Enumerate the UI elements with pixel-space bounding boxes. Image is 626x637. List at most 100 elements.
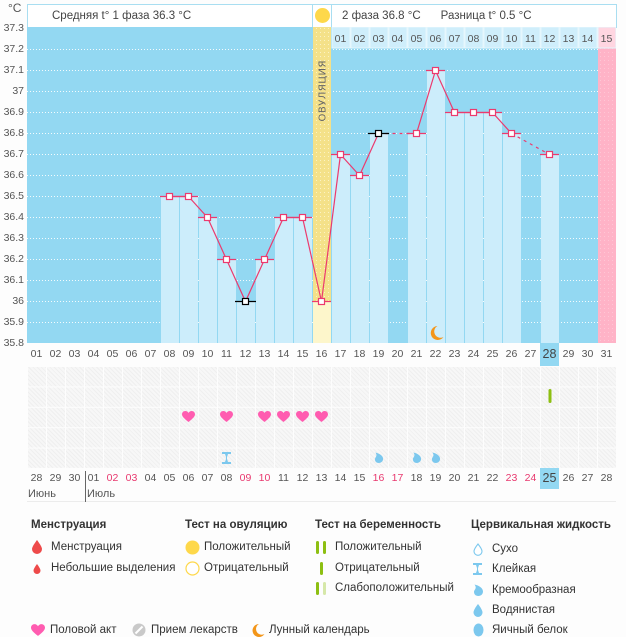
x-tick-label[interactable]: 09 <box>182 348 195 360</box>
x-tick-label[interactable]: 12 <box>239 348 252 360</box>
x-tick-label[interactable]: 15 <box>296 348 309 360</box>
x-tick-label[interactable]: 27 <box>524 348 537 360</box>
x-tick-label[interactable]: 21 <box>410 348 423 360</box>
temperature-bar <box>427 70 445 343</box>
calendar-date[interactable]: 14 <box>334 472 347 484</box>
temperature-chart[interactable]: 01 02 03 04 05 06 07 08 09 10 11 12 13 14 15 ОВУЛЯЦИЯ <box>27 27 616 343</box>
calendar-date[interactable]: 05 <box>163 472 176 484</box>
calendar-date[interactable]: 28 <box>30 472 43 484</box>
x-tick-label[interactable]: 18 <box>353 348 366 360</box>
creamy-drop-icon[interactable] <box>426 448 445 468</box>
legend-label: Сухо <box>492 543 519 555</box>
ovulation-header-cell[interactable] <box>312 4 332 28</box>
next-cycle-column <box>598 27 616 343</box>
calendar-date-today[interactable]: 25 <box>540 468 559 489</box>
calendar-date[interactable]: 02 <box>106 472 119 484</box>
phase2-day-cell <box>597 27 616 49</box>
calendar-date[interactable]: 04 <box>144 472 157 484</box>
x-tick-label[interactable]: 30 <box>581 348 594 360</box>
calendar-date[interactable]: 28 <box>600 472 613 484</box>
temperature-point <box>412 129 421 138</box>
calendar-date[interactable]: 11 <box>278 472 289 484</box>
x-tick-label[interactable]: 11 <box>221 348 232 360</box>
calendar-date[interactable]: 24 <box>524 472 537 484</box>
calendar-date[interactable]: 29 <box>49 472 62 484</box>
calendar-date[interactable]: 12 <box>296 472 309 484</box>
symptom-grid[interactable] <box>27 366 616 468</box>
legend-ovulation-test-title: Тест на овуляцию <box>185 519 288 531</box>
x-tick-label[interactable]: 01 <box>30 348 43 360</box>
x-tick-label[interactable]: 08 <box>163 348 176 360</box>
x-tick-label[interactable]: 06 <box>125 348 138 360</box>
calendar-date[interactable]: 20 <box>448 472 461 484</box>
calendar-date[interactable]: 17 <box>391 472 404 484</box>
sticky-hourglass-icon[interactable] <box>217 448 236 468</box>
pill-icon <box>132 622 151 637</box>
calendar-date[interactable]: 03 <box>125 472 138 484</box>
calendar-date[interactable]: 06 <box>182 472 195 484</box>
calendar-date[interactable]: 18 <box>410 472 423 484</box>
temperature-point <box>279 213 288 222</box>
legend-label: Отрицательный <box>204 562 289 574</box>
x-tick-label[interactable]: 10 <box>201 348 214 360</box>
heart-icon[interactable] <box>274 407 293 427</box>
temperature-bar <box>332 154 350 343</box>
calendar-date[interactable]: 01 <box>87 472 100 484</box>
x-tick-label[interactable]: 23 <box>448 348 461 360</box>
temperature-bar <box>256 259 274 343</box>
x-tick-label[interactable]: 20 <box>391 348 404 360</box>
temperature-point <box>222 255 231 264</box>
x-tick-label[interactable]: 19 <box>372 348 385 360</box>
x-tick-label[interactable]: 05 <box>106 348 119 360</box>
calendar-date[interactable]: 15 <box>353 472 366 484</box>
y-tick-label: 37.3 <box>3 22 24 34</box>
x-tick-label[interactable]: 02 <box>49 348 62 360</box>
x-tick-label[interactable]: 31 <box>600 348 613 360</box>
calendar-date[interactable]: 07 <box>201 472 214 484</box>
calendar-date[interactable]: 22 <box>486 472 499 484</box>
creamy-drop-icon[interactable] <box>369 448 388 468</box>
x-tick-label[interactable]: 03 <box>68 348 81 360</box>
x-tick-label[interactable]: 16 <box>315 348 328 360</box>
legend-cervical-fluid-title: Цервикальная жидкость <box>471 519 611 531</box>
heart-icon[interactable] <box>312 407 331 427</box>
x-tick-label-today[interactable]: 28 <box>540 343 559 366</box>
pregnancy-negative-icon[interactable] <box>540 386 559 406</box>
calendar-date[interactable]: 09 <box>239 472 252 484</box>
legend-item-spotting: Небольшие выделения <box>32 560 175 576</box>
ovulation-bar <box>313 301 331 343</box>
heart-icon[interactable] <box>255 407 274 427</box>
calendar-date[interactable]: 16 <box>372 472 385 484</box>
heart-icon[interactable] <box>179 407 198 427</box>
creamy-drop-icon[interactable] <box>407 448 426 468</box>
calendar-date[interactable]: 19 <box>429 472 442 484</box>
x-tick-label[interactable]: 17 <box>334 348 347 360</box>
legend-item-lunar-calendar: Лунный календарь <box>250 622 370 637</box>
phase2-day-label: 01 <box>335 33 347 45</box>
x-tick-label[interactable]: 04 <box>87 348 100 360</box>
calendar-date[interactable]: 10 <box>258 472 271 484</box>
x-tick-label[interactable]: 07 <box>144 348 157 360</box>
temperature-line <box>244 259 266 302</box>
x-tick-label[interactable]: 14 <box>277 348 290 360</box>
calendar-date[interactable]: 27 <box>581 472 594 484</box>
temperature-point <box>317 297 326 306</box>
calendar-date[interactable]: 13 <box>315 472 328 484</box>
calendar-date[interactable]: 21 <box>467 472 480 484</box>
heart-icon[interactable] <box>217 407 236 427</box>
calendar-date[interactable]: 23 <box>505 472 518 484</box>
x-tick-label[interactable]: 24 <box>467 348 480 360</box>
calendar-date[interactable]: 08 <box>220 472 233 484</box>
legend-item-intercourse: Половой акт <box>31 622 116 637</box>
heart-icon[interactable] <box>293 407 312 427</box>
x-tick-label[interactable]: 26 <box>505 348 518 360</box>
x-tick-label[interactable]: 22 <box>429 348 442 360</box>
x-tick-label[interactable]: 29 <box>562 348 575 360</box>
egg-white-icon <box>473 622 492 637</box>
x-tick-label[interactable]: 25 <box>486 348 499 360</box>
calendar-date[interactable]: 30 <box>68 472 81 484</box>
x-tick-label[interactable]: 13 <box>258 348 271 360</box>
y-tick-label: 36.5 <box>3 190 24 202</box>
calendar-date[interactable]: 26 <box>562 472 575 484</box>
legend-label: Водянистая <box>492 604 556 616</box>
